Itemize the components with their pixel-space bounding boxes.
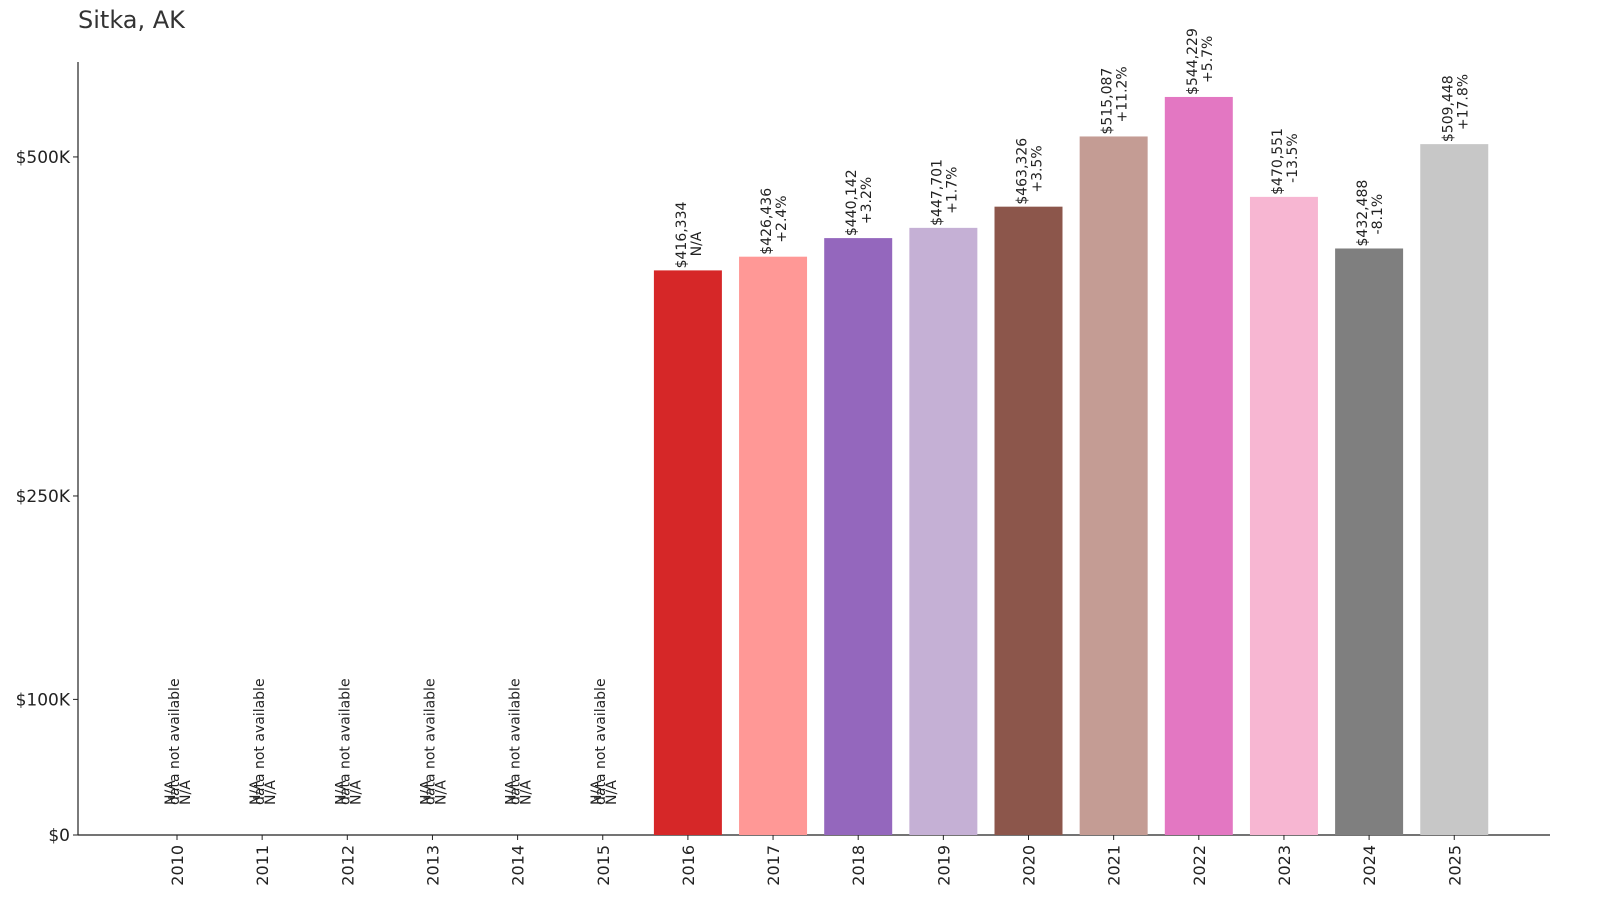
change-label: +5.7% [1200, 36, 1216, 83]
x-tick-label: 2013 [423, 845, 442, 886]
value-label: $463,326 [1015, 138, 1031, 205]
value-label: $509,448 [1440, 75, 1456, 142]
y-tick-label: $100K [16, 690, 71, 710]
y-tick-label: $500K [16, 148, 71, 168]
bar [1079, 136, 1148, 836]
value-label: $515,087 [1100, 68, 1116, 135]
missing-note-label: data not available [422, 678, 438, 805]
x-tick-label: 2014 [509, 845, 528, 886]
x-tick-label: 2017 [764, 845, 783, 886]
change-label: -8.1% [1370, 194, 1386, 235]
change-label: -13.5% [1285, 133, 1301, 183]
x-tick-label: 2024 [1360, 845, 1379, 886]
value-label: N/A [504, 780, 520, 805]
value-label: N/A [248, 780, 264, 805]
change-label: N/A [178, 780, 194, 805]
x-tick-label: 2019 [934, 845, 953, 886]
value-label: $440,142 [844, 169, 860, 236]
value-label: N/A [163, 780, 179, 805]
change-label: N/A [433, 780, 449, 805]
missing-note-label: data not available [337, 678, 353, 805]
y-tick-label: $0 [48, 826, 70, 846]
value-label: N/A [418, 780, 434, 805]
x-tick-label: 2020 [1020, 845, 1039, 886]
bar [1420, 144, 1489, 835]
y-tick-label: $250K [16, 487, 71, 507]
x-tick-label: 2010 [168, 845, 187, 886]
bar [1335, 248, 1404, 835]
x-tick-label: 2016 [679, 845, 698, 886]
missing-note-label: data not available [167, 678, 183, 805]
missing-note-label: data not available [252, 678, 268, 805]
change-label: +17.8% [1455, 74, 1471, 130]
x-tick-label: 2012 [338, 845, 357, 886]
missing-note-label: data not available [593, 678, 609, 805]
change-label: +3.5% [1030, 145, 1046, 192]
x-tick-label: 2025 [1445, 845, 1464, 886]
value-label: $447,701 [929, 159, 945, 226]
change-label: N/A [689, 231, 705, 256]
x-tick-label: 2018 [849, 845, 868, 886]
change-label: +2.4% [774, 195, 790, 242]
value-label: N/A [333, 780, 349, 805]
missing-note-label: data not available [508, 678, 524, 805]
x-tick-label: 2011 [253, 845, 272, 886]
x-tick-label: 2023 [1275, 845, 1294, 886]
bar [824, 238, 893, 836]
bar [994, 206, 1063, 835]
value-label: $470,551 [1270, 128, 1286, 195]
change-label: N/A [604, 780, 620, 805]
change-label: N/A [519, 780, 535, 805]
value-label: N/A [589, 780, 605, 805]
x-tick-label: 2015 [594, 845, 613, 886]
bar [739, 256, 808, 835]
change-label: N/A [348, 780, 364, 805]
change-label: +11.2% [1115, 66, 1131, 122]
bar [653, 270, 722, 835]
bar [1164, 96, 1233, 835]
value-label: $416,334 [674, 201, 690, 268]
chart-title: Sitka, AK [78, 6, 185, 34]
change-label: +3.2% [859, 177, 875, 224]
value-label: $544,229 [1185, 28, 1201, 95]
change-label: +1.7% [944, 167, 960, 214]
bar [1249, 196, 1318, 835]
x-tick-label: 2022 [1190, 845, 1209, 886]
value-label: $426,436 [759, 188, 775, 255]
bar [909, 227, 978, 835]
change-label: N/A [263, 780, 279, 805]
value-label: $432,488 [1355, 180, 1371, 247]
x-tick-label: 2021 [1105, 845, 1124, 886]
